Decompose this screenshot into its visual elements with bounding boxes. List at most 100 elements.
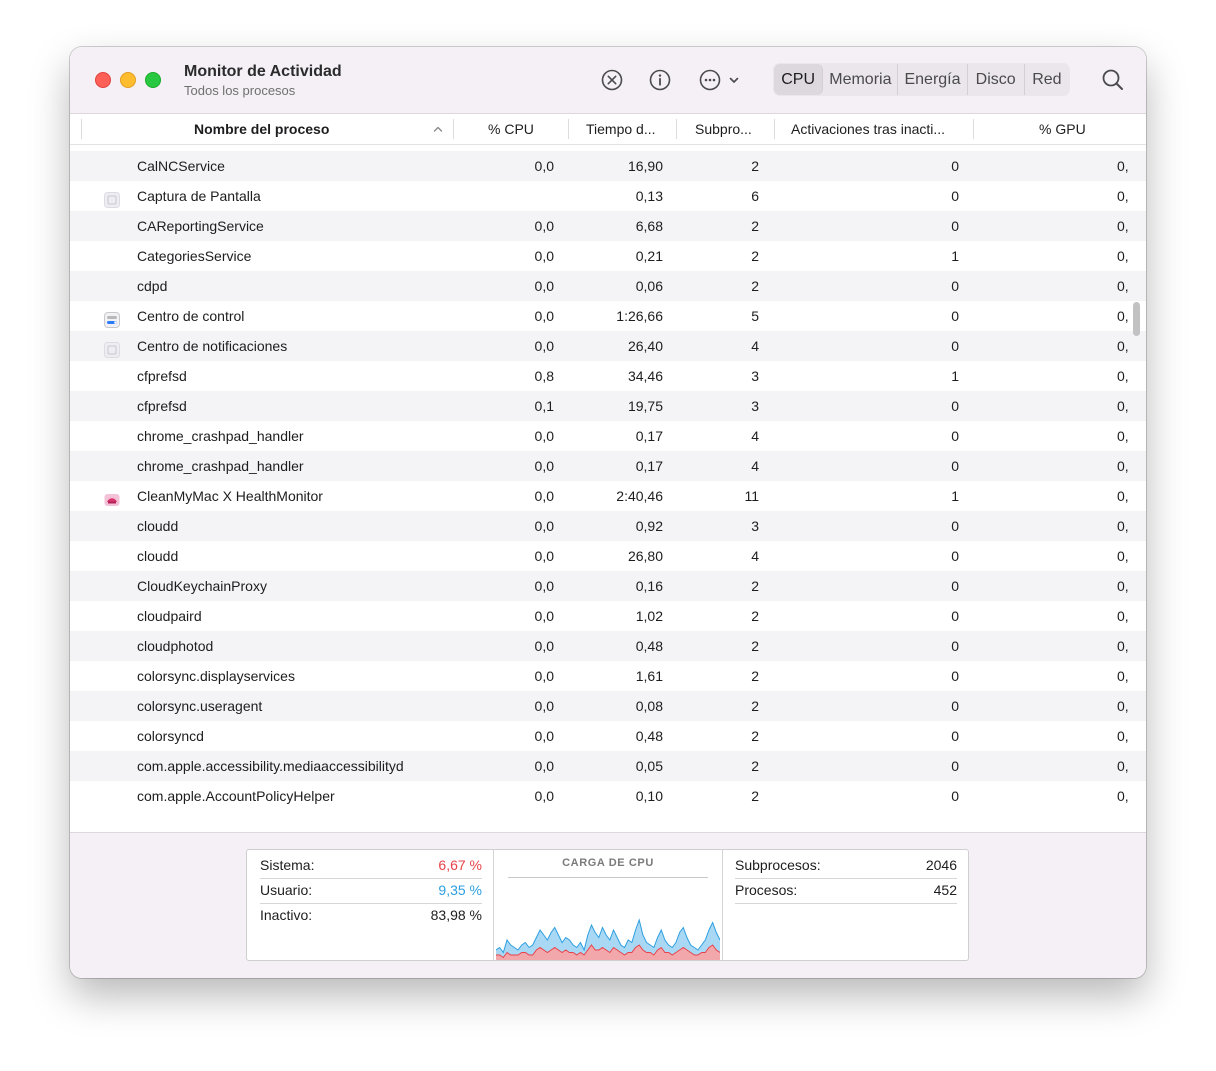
cpu-percent: 0,0 bbox=[534, 728, 554, 744]
inspect-process-button[interactable] bbox=[647, 67, 673, 93]
thread-count: 3 bbox=[751, 518, 759, 534]
column-separator bbox=[568, 119, 569, 139]
window-subtitle[interactable]: Todos los procesos bbox=[184, 83, 296, 98]
table-row[interactable]: cloudd 0,0 0,92 3 0 0, bbox=[70, 511, 1146, 541]
table-row[interactable]: Centro de control 0,0 1:26,66 5 0 0, bbox=[70, 301, 1146, 331]
processes-stat: Procesos: 452 bbox=[735, 878, 957, 904]
column-header-wakes[interactable]: Activaciones tras inacti... bbox=[791, 121, 946, 137]
idle-wakes: 0 bbox=[951, 728, 959, 744]
table-row[interactable]: chrome_crashpad_handler 0,0 0,17 4 0 0, bbox=[70, 421, 1146, 451]
process-name: CloudKeychainProxy bbox=[137, 578, 267, 594]
column-separator bbox=[676, 119, 677, 139]
table-row[interactable]: cloudd 0,0 26,80 4 0 0, bbox=[70, 541, 1146, 571]
idle-wakes: 0 bbox=[951, 638, 959, 654]
gpu-percent: 0, bbox=[1117, 398, 1129, 414]
stop-process-button[interactable] bbox=[599, 67, 625, 93]
gpu-percent: 0, bbox=[1117, 188, 1129, 204]
idle-wakes: 0 bbox=[951, 398, 959, 414]
table-row[interactable]: cfprefsd 0,8 34,46 3 1 0, bbox=[70, 361, 1146, 391]
table-row[interactable]: Captura de Pantalla 0,13 6 0 0, bbox=[70, 181, 1146, 211]
cpu-percent: 0,0 bbox=[534, 218, 554, 234]
more-options-button[interactable] bbox=[698, 67, 744, 93]
process-name: CleanMyMac X HealthMonitor bbox=[137, 488, 323, 504]
tab-cpu[interactable]: CPU bbox=[774, 64, 824, 95]
table-row[interactable]: colorsync.displayservices 0,0 1,61 2 0 0, bbox=[70, 661, 1146, 691]
idle-wakes: 0 bbox=[951, 668, 959, 684]
column-header-cpu[interactable]: % CPU bbox=[488, 121, 534, 137]
cpu-time: 26,40 bbox=[627, 338, 663, 354]
thread-count: 4 bbox=[751, 338, 759, 354]
idle-wakes: 0 bbox=[951, 188, 959, 204]
idle-wakes: 1 bbox=[951, 488, 959, 504]
column-header-time[interactable]: Tiempo d... bbox=[586, 121, 656, 137]
process-name: colorsync.displayservices bbox=[137, 668, 295, 684]
table-row[interactable]: CloudKeychainProxy 0,0 0,16 2 0 0, bbox=[70, 571, 1146, 601]
user-label: Usuario: bbox=[260, 882, 313, 898]
table-row[interactable]: cloudphotod 0,0 0,48 2 0 0, bbox=[70, 631, 1146, 661]
process-name: CalNCService bbox=[137, 158, 225, 174]
zoom-window-button[interactable] bbox=[145, 72, 161, 88]
cpu-time: 0,17 bbox=[635, 458, 663, 474]
activity-monitor-window: Monitor de Actividad Todos los procesos bbox=[70, 47, 1146, 978]
tab-memoria[interactable]: Memoria bbox=[823, 64, 899, 95]
table-row[interactable]: cdpd 0,0 0,06 2 0 0, bbox=[70, 271, 1146, 301]
table-row[interactable]: com.apple.accessibility.mediaaccessibili… bbox=[70, 751, 1146, 781]
column-header-threads[interactable]: Subpro... bbox=[695, 121, 752, 137]
cpu-percent: 0,0 bbox=[534, 458, 554, 474]
cpu-time: 2:40,46 bbox=[616, 488, 663, 504]
table-row[interactable]: CalNCService 0,0 16,90 2 0 0, bbox=[70, 151, 1146, 181]
cpu-time: 0,13 bbox=[635, 188, 663, 204]
table-row[interactable]: com.apple.AccountPolicyHelper 0,0 0,10 2 0 0, bbox=[70, 781, 1146, 811]
process-name: cfprefsd bbox=[137, 398, 187, 414]
process-rows: CalNCService 0,0 16,90 2 0 0, Captura de Panta… bbox=[70, 151, 1146, 811]
search-button[interactable] bbox=[1100, 67, 1126, 93]
cpu-percent: 0,0 bbox=[534, 308, 554, 324]
table-row[interactable]: CleanMyMac X HealthMonitor 0,0 2:40,46 11 1 0… bbox=[70, 481, 1146, 511]
cpu-time: 1,61 bbox=[635, 668, 663, 684]
column-separator bbox=[973, 119, 974, 139]
idle-wakes: 0 bbox=[951, 758, 959, 774]
process-name: Captura de Pantalla bbox=[137, 188, 261, 204]
table-row[interactable]: cfprefsd 0,1 19,75 3 0 0, bbox=[70, 391, 1146, 421]
table-row[interactable]: Centro de notificaciones 0,0 26,40 4 0 0, bbox=[70, 331, 1146, 361]
sort-ascending-button[interactable] bbox=[432, 114, 446, 144]
column-header-gpu[interactable]: % GPU bbox=[1039, 121, 1086, 137]
table-row[interactable]: colorsync.useragent 0,0 0,08 2 0 0, bbox=[70, 691, 1146, 721]
cpu-percent: 0,0 bbox=[534, 158, 554, 174]
column-header-name[interactable]: Nombre del proceso bbox=[194, 121, 330, 137]
close-window-button[interactable] bbox=[95, 72, 111, 88]
system-load-line bbox=[496, 944, 720, 959]
cpu-percent: 0,0 bbox=[534, 518, 554, 534]
thread-count: 4 bbox=[751, 458, 759, 474]
idle-wakes: 0 bbox=[951, 338, 959, 354]
cpu-percent: 0,0 bbox=[534, 788, 554, 804]
notification-center-app-icon bbox=[104, 338, 120, 358]
column-separator bbox=[453, 119, 454, 139]
table-row[interactable]: colorsyncd 0,0 0,48 2 0 0, bbox=[70, 721, 1146, 751]
tab-disco[interactable]: Disco bbox=[968, 64, 1025, 95]
user-value: 9,35 % bbox=[438, 882, 482, 898]
idle-wakes: 0 bbox=[951, 548, 959, 564]
cpu-load-graph bbox=[496, 918, 720, 960]
cpu-percent: 0,8 bbox=[534, 368, 554, 384]
thread-count: 6 bbox=[751, 188, 759, 204]
cpu-percent: 0,0 bbox=[534, 488, 554, 504]
gpu-percent: 0, bbox=[1117, 608, 1129, 624]
process-name: com.apple.AccountPolicyHelper bbox=[137, 788, 335, 804]
tab-red[interactable]: Red bbox=[1032, 70, 1062, 88]
thread-count: 11 bbox=[744, 488, 759, 504]
table-row[interactable]: CAReportingService 0,0 6,68 2 0 0, bbox=[70, 211, 1146, 241]
vertical-scrollbar[interactable] bbox=[1133, 302, 1140, 336]
table-row[interactable]: cloudpaird 0,0 1,02 2 0 0, bbox=[70, 601, 1146, 631]
table-row[interactable]: chrome_crashpad_handler 0,0 0,17 4 0 0, bbox=[70, 451, 1146, 481]
idle-wakes: 0 bbox=[951, 608, 959, 624]
stop-process-icon bbox=[601, 69, 623, 91]
view-tabs: CPU Memoria Energía Disco Red bbox=[773, 63, 1070, 96]
process-name: chrome_crashpad_handler bbox=[137, 428, 304, 444]
tab-energia[interactable]: Energía bbox=[898, 64, 968, 95]
gpu-percent: 0, bbox=[1117, 488, 1129, 504]
cpu-summary-box: Sistema: 6,67 % Usuario: 9,35 % Inactivo… bbox=[246, 849, 969, 961]
window-title: Monitor de Actividad bbox=[184, 63, 342, 80]
table-row[interactable]: CategoriesService 0,0 0,21 2 1 0, bbox=[70, 241, 1146, 271]
minimize-window-button[interactable] bbox=[120, 72, 136, 88]
